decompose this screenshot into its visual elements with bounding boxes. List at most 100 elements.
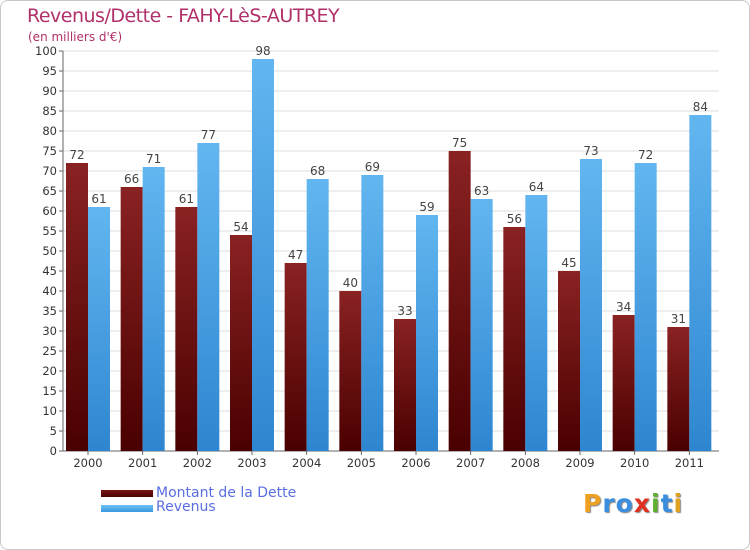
- y-tick-label: 25: [42, 344, 57, 358]
- bar-revenue: [634, 163, 657, 451]
- data-label-debt: 45: [561, 256, 576, 270]
- data-label-debt: 54: [233, 220, 248, 234]
- chart-subtitle: (en milliers d'€): [28, 30, 123, 44]
- data-label-revenue: 68: [310, 164, 325, 178]
- logo-letter: x: [633, 489, 651, 518]
- logo-letter: r: [602, 489, 616, 518]
- x-tick-label: 2010: [620, 456, 649, 470]
- data-label-revenue: 71: [146, 152, 161, 166]
- x-tick-label: 2000: [73, 456, 102, 470]
- y-tick-label: 65: [42, 184, 57, 198]
- data-labels: 72 61 66 71 61 77 54 98 47 68 40 69 33 59 75 63 56 64 45 73…: [69, 44, 708, 326]
- x-tick-label: 2009: [565, 456, 594, 470]
- y-tick-label: 30: [42, 324, 57, 338]
- bar-debt: [394, 319, 416, 451]
- data-label-revenue: 61: [91, 192, 106, 206]
- y-tick-label: 15: [42, 384, 57, 398]
- bar-debt: [667, 327, 690, 451]
- y-tick-label: 55: [42, 224, 57, 238]
- data-label-debt: 40: [343, 276, 358, 290]
- bar-debt: [66, 163, 88, 451]
- bar-revenue: [525, 195, 548, 451]
- data-label-revenue: 59: [419, 200, 434, 214]
- y-tick-label: 0: [50, 444, 57, 458]
- y-tick-label: 85: [42, 104, 57, 118]
- logo-letter: o: [615, 489, 634, 518]
- data-label-revenue: 69: [365, 160, 380, 174]
- bar-revenue: [689, 115, 712, 451]
- x-tick-label: 2004: [292, 456, 321, 470]
- y-tick-label: 90: [42, 84, 57, 98]
- x-tick-label: 2008: [511, 456, 540, 470]
- data-label-revenue: 64: [529, 180, 544, 194]
- data-label-debt: 72: [69, 148, 84, 162]
- logo-letter: i: [673, 489, 684, 518]
- bar-debt: [448, 151, 471, 451]
- bar-debt: [175, 207, 198, 451]
- y-tick-label: 60: [42, 204, 57, 218]
- data-label-revenue: 63: [474, 184, 489, 198]
- x-tick-label: 2002: [183, 456, 212, 470]
- y-tick-label: 5: [50, 424, 57, 438]
- data-label-debt: 56: [507, 212, 522, 226]
- legend-swatch-revenue: [101, 505, 153, 512]
- legend-label-revenue: Revenus: [156, 499, 216, 515]
- data-label-revenue: 73: [583, 144, 598, 158]
- x-tick-label: 2006: [401, 456, 430, 470]
- grid-lines: [63, 50, 719, 452]
- y-tick-label: 20: [42, 364, 57, 378]
- bar-debt: [120, 187, 143, 451]
- data-label-debt: 31: [671, 312, 686, 326]
- data-label-revenue: 98: [255, 44, 270, 58]
- bar-debt: [503, 227, 526, 451]
- bar-revenue: [580, 159, 602, 451]
- x-tick-label: 2003: [237, 456, 266, 470]
- logo-letter: i: [651, 489, 661, 518]
- data-label-debt: 75: [452, 136, 467, 150]
- data-label-debt: 34: [616, 300, 631, 314]
- x-tick-label: 2005: [347, 456, 376, 470]
- data-label-debt: 47: [288, 248, 303, 262]
- data-label-debt: 33: [397, 304, 412, 318]
- bar-revenue: [197, 143, 220, 451]
- y-tick-label: 35: [42, 304, 57, 318]
- bar-revenue: [416, 215, 438, 451]
- legend-swatch-debt: [101, 490, 153, 497]
- data-label-debt: 66: [124, 172, 139, 186]
- bar-debt: [230, 235, 252, 451]
- bar-revenue: [470, 199, 493, 451]
- y-tick-label: 80: [42, 124, 57, 138]
- bar-debt: [558, 271, 580, 451]
- bar-revenue: [142, 167, 165, 451]
- y-tick-label: 50: [42, 244, 57, 258]
- bar-chart: 0 5 10 15 20 25 30 35 40 45 50 55 60 65 70 75 80 85 90 95 10…: [35, 44, 719, 470]
- y-tick-label: 100: [35, 44, 57, 58]
- bar-debt: [339, 291, 362, 451]
- data-label-revenue: 84: [693, 100, 708, 114]
- axes: 0 5 10 15 20 25 30 35 40 45 50 55 60 65 70 75 80 85 90 95 10…: [35, 44, 719, 470]
- data-label-debt: 61: [179, 192, 194, 206]
- data-label-revenue: 72: [638, 148, 653, 162]
- data-label-revenue: 77: [201, 128, 216, 142]
- bar-debt: [284, 263, 307, 451]
- y-tick-label: 40: [42, 284, 57, 298]
- y-tick-label: 45: [42, 264, 57, 278]
- bar-revenue: [306, 179, 329, 451]
- bars: [66, 59, 712, 451]
- bar-revenue: [361, 175, 384, 451]
- x-tick-label: 2007: [456, 456, 485, 470]
- proxiti-logo: Proxiti: [583, 489, 683, 518]
- bar-revenue: [252, 59, 274, 451]
- y-tick-label: 95: [42, 64, 57, 78]
- y-tick-label: 75: [42, 144, 57, 158]
- logo-letter: t: [660, 489, 674, 518]
- x-tick-label: 2011: [675, 456, 704, 470]
- bar-revenue: [88, 207, 110, 451]
- legend-label-debt: Montant de la Dette: [156, 485, 297, 501]
- y-tick-label: 70: [42, 164, 57, 178]
- logo-letter: P: [583, 489, 603, 518]
- y-tick-label: 10: [42, 404, 57, 418]
- chart-title: Revenus/Dette - FAHY-LèS-AUTREY: [27, 5, 340, 27]
- bar-debt: [612, 315, 635, 451]
